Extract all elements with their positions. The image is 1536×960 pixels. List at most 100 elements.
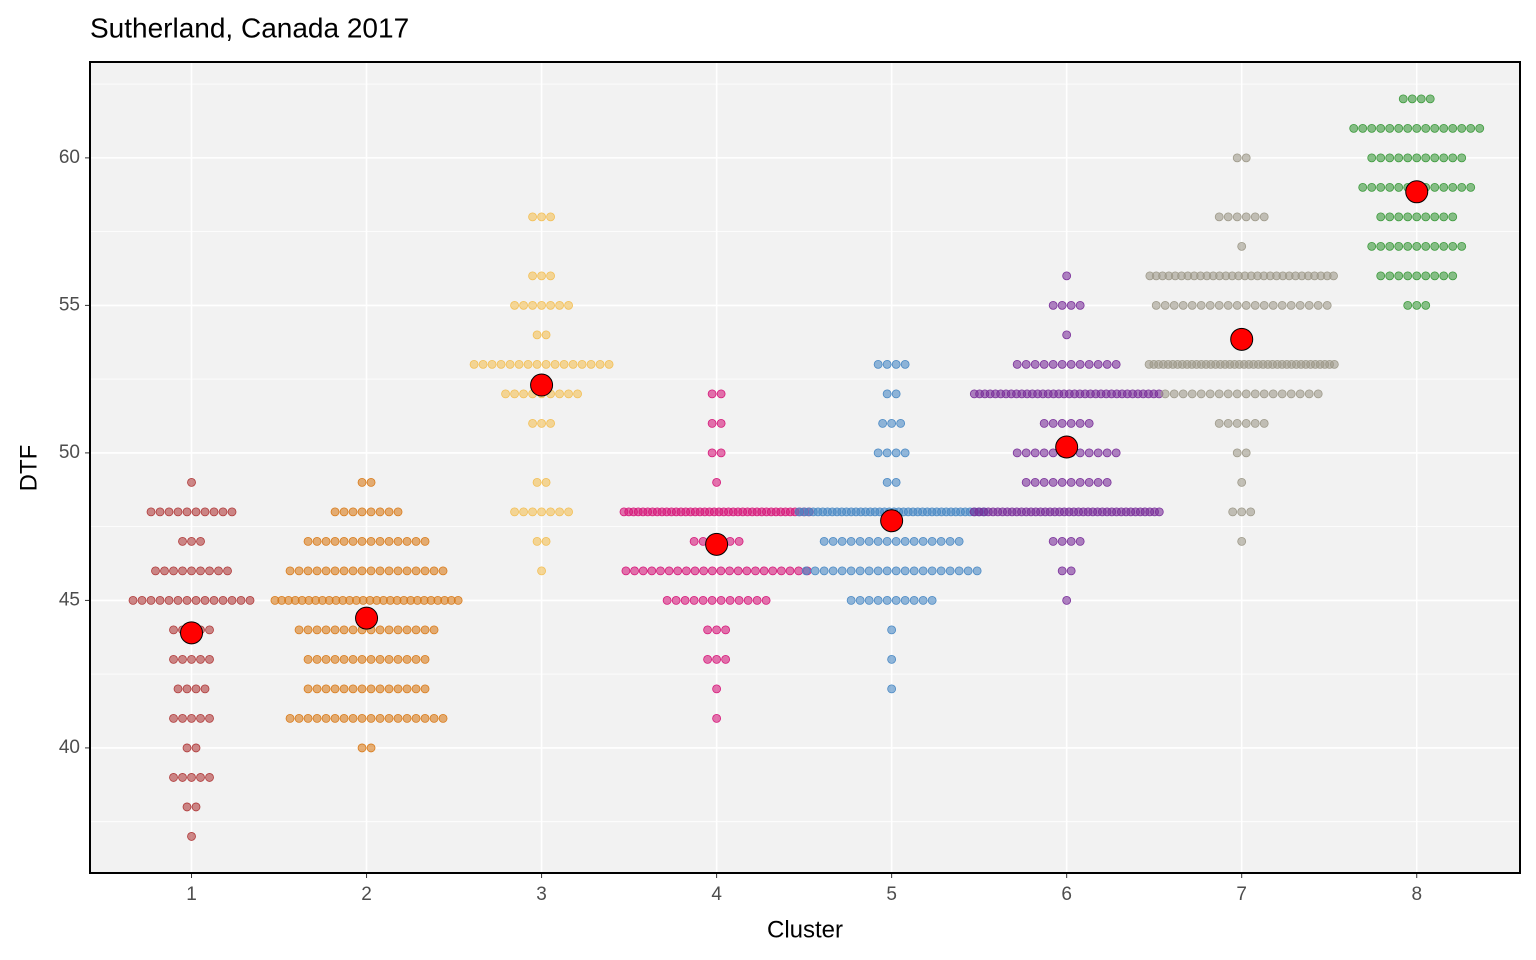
point [1304,300,1314,310]
point [564,300,573,310]
point [1187,389,1197,399]
point [187,566,196,576]
point [218,507,228,517]
point [1322,300,1332,310]
point [375,625,385,635]
point [209,507,219,517]
point [647,566,657,576]
point [1430,182,1440,192]
point [1039,448,1049,458]
point [182,743,192,753]
point [896,418,906,428]
x-tick-label: 1 [186,884,197,905]
point [173,596,183,605]
chart-title: Sutherland, Canada 2017 [90,12,409,43]
point [1232,212,1242,222]
point [864,537,874,546]
point [1057,537,1067,546]
point [321,684,331,694]
point [191,802,201,812]
point [1241,448,1251,458]
point [855,537,865,546]
point [137,596,147,605]
point [357,714,367,723]
point [469,359,479,369]
point [716,418,726,428]
point [1358,182,1368,192]
point [1075,418,1085,428]
point [828,537,838,546]
point [759,566,769,576]
point [1277,389,1287,399]
x-tick-label: 4 [711,884,722,905]
point [1030,448,1040,458]
point [1237,537,1247,546]
point [169,655,178,664]
point [1376,212,1386,222]
point [1385,271,1395,281]
point [733,566,743,576]
y-tick-label: 45 [59,589,80,610]
point [312,714,322,723]
point [1030,477,1040,487]
point [945,566,955,576]
point [541,537,551,546]
point [402,537,412,546]
point [768,566,778,576]
point [393,566,403,576]
point [703,655,713,664]
point [873,537,883,546]
point [496,359,506,369]
point [438,566,448,576]
point [1228,507,1238,517]
point [200,507,210,517]
point [1457,241,1467,251]
point [1394,271,1404,281]
point [1111,359,1121,369]
point [411,537,421,546]
point [1196,389,1206,399]
point [1066,359,1076,369]
point [721,655,731,664]
point [510,507,519,517]
point [375,655,385,664]
point [303,655,313,664]
point [453,596,463,605]
point [523,359,533,369]
point [164,596,174,605]
point [1416,94,1426,104]
point [716,596,726,605]
point [348,566,358,576]
point [321,655,331,664]
point [411,566,421,576]
point [882,566,892,576]
point [918,566,928,576]
point [972,566,982,576]
point [312,566,322,576]
point [339,566,349,576]
point [1214,300,1224,310]
point [1457,123,1467,133]
point [1075,359,1085,369]
point [1439,271,1449,281]
point [1066,418,1076,428]
point [878,418,888,428]
point [357,537,367,546]
point [1048,300,1058,310]
point [191,596,201,605]
point [191,507,201,517]
point [707,448,717,458]
point [357,477,367,487]
mean-point [1405,180,1429,204]
point [712,477,722,487]
point [1448,241,1458,251]
point [1385,123,1395,133]
point [169,566,178,576]
point [321,714,331,723]
point [348,537,358,546]
point [1367,241,1377,251]
point [537,212,546,222]
point [1062,330,1072,340]
point [187,477,196,487]
point [375,566,385,576]
